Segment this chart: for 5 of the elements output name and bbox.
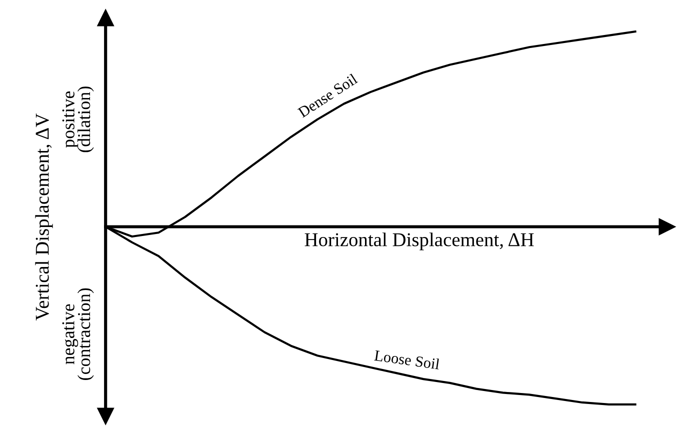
text: negative (contraction) <box>62 288 94 380</box>
text: Loose Soil <box>374 350 440 370</box>
text: positive (dilation) <box>62 86 94 152</box>
y-axis-title: Vertical Displacement, ΔV <box>35 114 53 320</box>
x-axis-title: Horizontal Displacement, ΔH <box>304 232 534 250</box>
